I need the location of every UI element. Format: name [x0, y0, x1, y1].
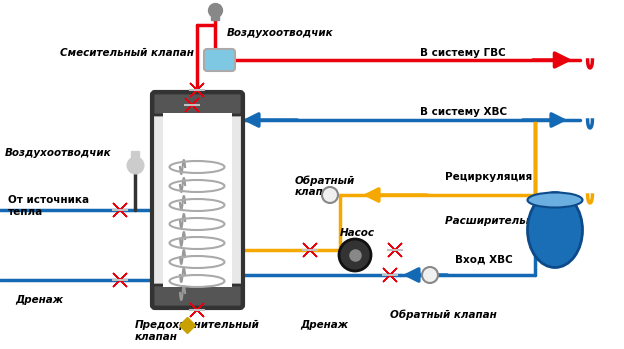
Text: Рециркуляция: Рециркуляция	[445, 172, 532, 182]
Polygon shape	[190, 303, 204, 317]
Polygon shape	[113, 273, 127, 287]
Polygon shape	[388, 243, 402, 257]
Text: От источника
тепла: От источника тепла	[8, 195, 89, 217]
Text: Дренаж: Дренаж	[300, 320, 348, 330]
Polygon shape	[113, 273, 127, 287]
Text: Выход ГВС: Выход ГВС	[152, 105, 218, 115]
FancyBboxPatch shape	[152, 92, 243, 308]
Text: Воздухоотводчик: Воздухоотводчик	[227, 28, 334, 38]
Polygon shape	[185, 98, 199, 112]
FancyBboxPatch shape	[153, 93, 242, 115]
FancyBboxPatch shape	[153, 285, 242, 307]
Polygon shape	[113, 203, 127, 217]
Text: В систему ХВС: В систему ХВС	[420, 107, 507, 117]
Circle shape	[322, 187, 338, 203]
Polygon shape	[383, 268, 397, 282]
Circle shape	[339, 239, 371, 271]
Text: Предохранительный
клапан: Предохранительный клапан	[135, 320, 260, 342]
Text: В систему ГВС: В систему ГВС	[420, 48, 505, 58]
Polygon shape	[190, 83, 204, 97]
Polygon shape	[190, 83, 204, 97]
Text: Воздухоотводчик: Воздухоотводчик	[5, 148, 112, 158]
Polygon shape	[190, 303, 204, 317]
Text: Дренаж: Дренаж	[15, 295, 63, 305]
FancyBboxPatch shape	[204, 49, 235, 71]
Polygon shape	[303, 243, 317, 257]
Text: Обратный клапан: Обратный клапан	[390, 310, 497, 320]
Polygon shape	[388, 243, 402, 257]
Ellipse shape	[527, 193, 582, 267]
Text: Обратный
клапан: Обратный клапан	[295, 175, 355, 197]
Polygon shape	[383, 268, 397, 282]
FancyBboxPatch shape	[163, 113, 232, 287]
Text: Смесительный клапан: Смесительный клапан	[60, 48, 194, 58]
Polygon shape	[113, 203, 127, 217]
Ellipse shape	[527, 193, 582, 208]
Polygon shape	[303, 243, 317, 257]
Text: Расширительный бак: Расширительный бак	[445, 215, 574, 225]
Text: Вход ХВС: Вход ХВС	[455, 255, 513, 265]
Text: Насос: Насос	[340, 228, 375, 238]
Polygon shape	[185, 98, 199, 112]
Circle shape	[422, 267, 438, 283]
